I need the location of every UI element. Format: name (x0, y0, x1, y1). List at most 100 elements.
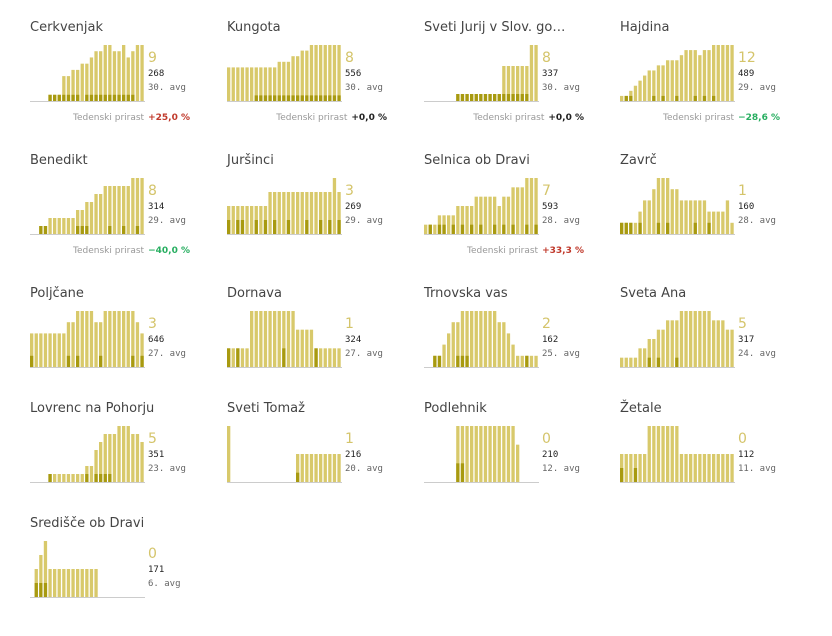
bar-new (99, 94, 103, 101)
bar-new (666, 222, 670, 234)
bar (620, 357, 624, 367)
bar (529, 355, 534, 367)
bar-new (456, 94, 460, 101)
bar (236, 67, 240, 101)
active-count: 5 (738, 316, 747, 332)
bar-new (236, 348, 240, 367)
weekly-growth: Tedenski prirast +25,0 % (73, 113, 190, 123)
bar-new (479, 224, 483, 234)
bar (282, 311, 286, 367)
bar (666, 320, 670, 367)
bar (666, 60, 670, 101)
total-count: 216 (345, 450, 362, 460)
total-count: 112 (738, 450, 755, 460)
bar-chart (424, 426, 539, 483)
bar (71, 322, 75, 367)
bar (323, 348, 327, 367)
bar (730, 45, 734, 101)
bar-new (493, 224, 497, 234)
card-title: Zavrč (620, 153, 657, 168)
rank-avg: 12. avg (542, 464, 580, 474)
bar (707, 311, 711, 367)
bar (277, 311, 281, 367)
bar-new (48, 474, 52, 482)
bar (99, 194, 103, 234)
bar (240, 348, 245, 367)
bar (89, 569, 94, 597)
bar (99, 442, 103, 482)
bar (661, 178, 665, 234)
bar (633, 222, 638, 234)
municipality-card: Benedikt 8 314 29. avg Tedenski prirast −40,0… (30, 153, 200, 273)
bar (502, 426, 506, 482)
bar (140, 442, 144, 482)
bar (652, 70, 656, 101)
bar (291, 192, 295, 234)
active-count: 8 (345, 50, 354, 66)
active-count: 0 (148, 546, 157, 562)
bar (474, 196, 478, 234)
bar-new (497, 94, 501, 101)
bar (112, 51, 117, 101)
bar (131, 311, 135, 367)
bar (698, 454, 702, 482)
total-count: 317 (738, 335, 755, 345)
bar-new (99, 355, 103, 367)
bar (89, 57, 94, 101)
growth-value: +0,0 % (351, 113, 387, 123)
bar (479, 311, 483, 367)
bar (94, 450, 98, 482)
bar-new (712, 95, 716, 101)
bar (117, 426, 121, 482)
card-title: Cerkvenjak (30, 20, 103, 35)
bar (721, 211, 725, 234)
bar (277, 61, 281, 101)
bar (716, 454, 720, 482)
bar (66, 474, 71, 482)
bar-new (620, 468, 624, 482)
rank-avg: 25. avg (542, 349, 580, 359)
municipality-card: Cerkvenjak 9 268 30. avg Tedenski prirast +25… (30, 20, 200, 140)
bar (71, 474, 75, 482)
bar-new (259, 95, 263, 101)
total-count: 593 (542, 202, 559, 212)
bar-new (76, 94, 80, 101)
bar-new (108, 94, 112, 101)
weekly-growth: Tedenski prirast +33,3 % (467, 246, 584, 256)
bar-new (460, 463, 465, 482)
bar (460, 206, 465, 234)
bar (661, 329, 665, 367)
bar (647, 339, 651, 367)
rank-avg: 27. avg (148, 349, 186, 359)
weekly-growth: Tedenski prirast +0,0 % (276, 113, 387, 123)
bar (53, 333, 57, 367)
bar (80, 210, 84, 234)
bar-new (693, 95, 697, 101)
growth-label: Tedenski prirast (473, 113, 545, 123)
bar (131, 51, 135, 101)
bar-new (135, 226, 140, 234)
bar-new (108, 226, 112, 234)
bar (135, 45, 140, 101)
bar (300, 454, 304, 482)
bar (117, 311, 121, 367)
bar (99, 322, 103, 367)
bar (259, 206, 263, 234)
bar (693, 200, 697, 234)
bar (702, 50, 707, 101)
bar (268, 311, 272, 367)
card-title: Hajdina (620, 20, 670, 35)
bar (296, 56, 300, 101)
bar (479, 426, 483, 482)
bar-new (296, 95, 300, 101)
bar-new (94, 94, 98, 101)
bar-new (43, 226, 48, 234)
rank-avg: 28. avg (542, 216, 580, 226)
bar-new (675, 95, 679, 101)
bar-new (89, 94, 94, 101)
bar (497, 426, 501, 482)
bar (135, 434, 140, 482)
bar (231, 67, 235, 101)
card-title: Kungota (227, 20, 281, 35)
